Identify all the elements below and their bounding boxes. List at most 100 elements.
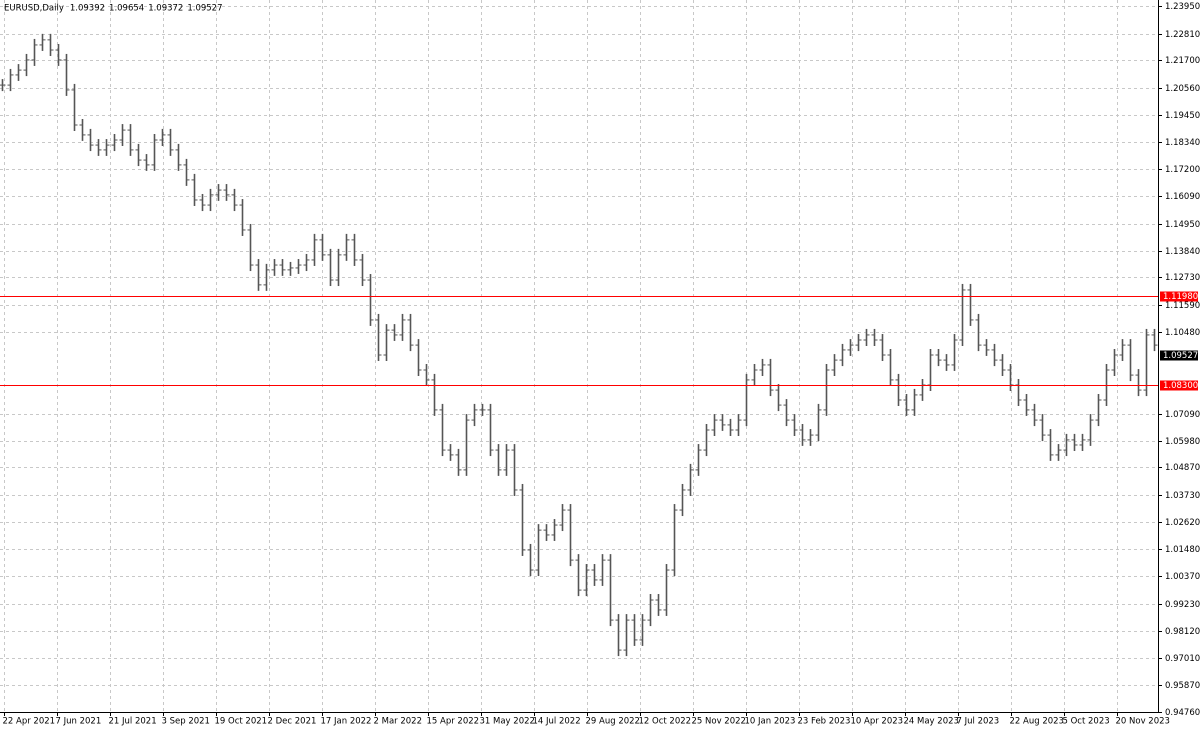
price-bar: [711, 414, 718, 436]
price-bar: [527, 543, 534, 577]
y-tick-label: 1.04870: [1165, 463, 1200, 473]
price-bar: [335, 248, 342, 287]
price-bar: [1031, 403, 1038, 427]
price-bar: [199, 193, 206, 212]
price-bar: [999, 354, 1006, 377]
price-bar: [1151, 328, 1158, 352]
y-tick-label: 0.97010: [1165, 654, 1200, 664]
price-bar: [159, 128, 166, 146]
grid: [0, 0, 1158, 713]
y-tick-label: 0.98120: [1165, 627, 1200, 637]
price-bar: [767, 358, 774, 397]
price-bar: [151, 133, 158, 171]
price-bar: [495, 444, 502, 476]
price-bar: [287, 261, 294, 276]
chart-title: EURUSD,Daily: [4, 4, 64, 14]
price-bar: [951, 334, 958, 371]
y-tick-label: 1.00370: [1165, 572, 1200, 582]
price-bar: [143, 154, 150, 171]
price-bar: [535, 524, 542, 577]
y-tick-label: 1.10480: [1165, 328, 1200, 338]
price-bar: [311, 233, 318, 266]
y-tick-label: 1.13840: [1165, 247, 1200, 257]
price-bar: [239, 199, 246, 236]
price-bar: [847, 339, 854, 356]
price-bar: [279, 259, 286, 276]
price-bar: [543, 524, 550, 541]
price-tag: [1160, 380, 1198, 391]
y-tick-label: 1.22810: [1165, 30, 1200, 40]
price-bar: [471, 403, 478, 427]
price-bar: [439, 403, 446, 457]
price-bar: [223, 184, 230, 201]
price-bar: [863, 328, 870, 347]
price-bar: [359, 253, 366, 287]
price-bar: [1055, 444, 1062, 461]
price-bar: [855, 334, 862, 352]
price-bar: [135, 143, 142, 167]
price-bar: [415, 339, 422, 377]
price-bar: [295, 259, 302, 274]
y-tick-label: 1.19450: [1165, 111, 1200, 121]
price-bar: [367, 274, 374, 326]
price-bar: [63, 53, 70, 96]
price-bar: [383, 324, 390, 362]
price-bar: [303, 253, 310, 272]
y-tick-label: 1.03730: [1165, 491, 1200, 501]
x-tick-label: 29 Aug 2022: [586, 717, 640, 727]
price-bar: [479, 403, 486, 416]
y-tick-label: 1.14950: [1165, 220, 1200, 230]
price-bar: [751, 364, 758, 386]
price-bar: [399, 313, 406, 341]
price-bar: [575, 554, 582, 597]
x-tick-label: 24 May 2023: [904, 717, 959, 727]
price-bar: [39, 33, 46, 51]
price-bar: [191, 173, 198, 206]
x-tick-label: 2 Mar 2022: [374, 717, 422, 727]
price-bar: [815, 403, 822, 442]
x-tick-label: 22 Aug 2023: [1010, 717, 1064, 727]
price-bar: [975, 313, 982, 352]
price-bar: [71, 83, 78, 131]
price-bar: [319, 233, 326, 261]
price-bar: [775, 384, 782, 412]
x-tick-label: 10 Apr 2023: [851, 717, 904, 727]
price-bar: [1023, 393, 1030, 416]
price-bar: [1119, 339, 1126, 362]
price-bar: [655, 594, 662, 616]
y-tick-label: 1.23950: [1165, 2, 1200, 12]
price-bar: [23, 53, 30, 77]
x-tick-label: 20 Nov 2023: [1116, 717, 1170, 727]
price-bar: [687, 463, 694, 496]
y-tick-label: 1.05980: [1165, 437, 1200, 447]
price-bar: [991, 343, 998, 367]
price-bar: [31, 38, 38, 66]
price-bar: [55, 44, 62, 66]
y-tick-label: 0.94760: [1165, 708, 1200, 718]
price-bar: [719, 414, 726, 431]
price-bar: [983, 339, 990, 356]
price-bar: [447, 444, 454, 461]
price-tag: [1160, 291, 1198, 302]
price-bar: [911, 388, 918, 416]
price-bar: [599, 554, 606, 586]
price-bar: [1079, 433, 1086, 451]
y-tick-label: 1.07090: [1165, 410, 1200, 420]
price-bar: [511, 444, 518, 496]
price-bar: [247, 223, 254, 272]
price-bar: [327, 248, 334, 287]
header-value: 1.09654: [109, 4, 144, 14]
price-tag-label: 1.08300: [1163, 381, 1198, 391]
x-tick-label: 7 Jun 2021: [56, 717, 102, 727]
price-bar: [559, 504, 566, 532]
y-tick-label: 1.17200: [1165, 165, 1200, 175]
price-bar: [735, 414, 742, 436]
x-tick-label: 7 Jul 2023: [957, 717, 1000, 727]
price-bar: [15, 64, 22, 81]
y-tick-label: 0.95870: [1165, 681, 1200, 691]
price-bar: [935, 349, 942, 367]
price-bar: [487, 403, 494, 457]
price-bar: [351, 233, 358, 266]
price-bar: [591, 564, 598, 586]
